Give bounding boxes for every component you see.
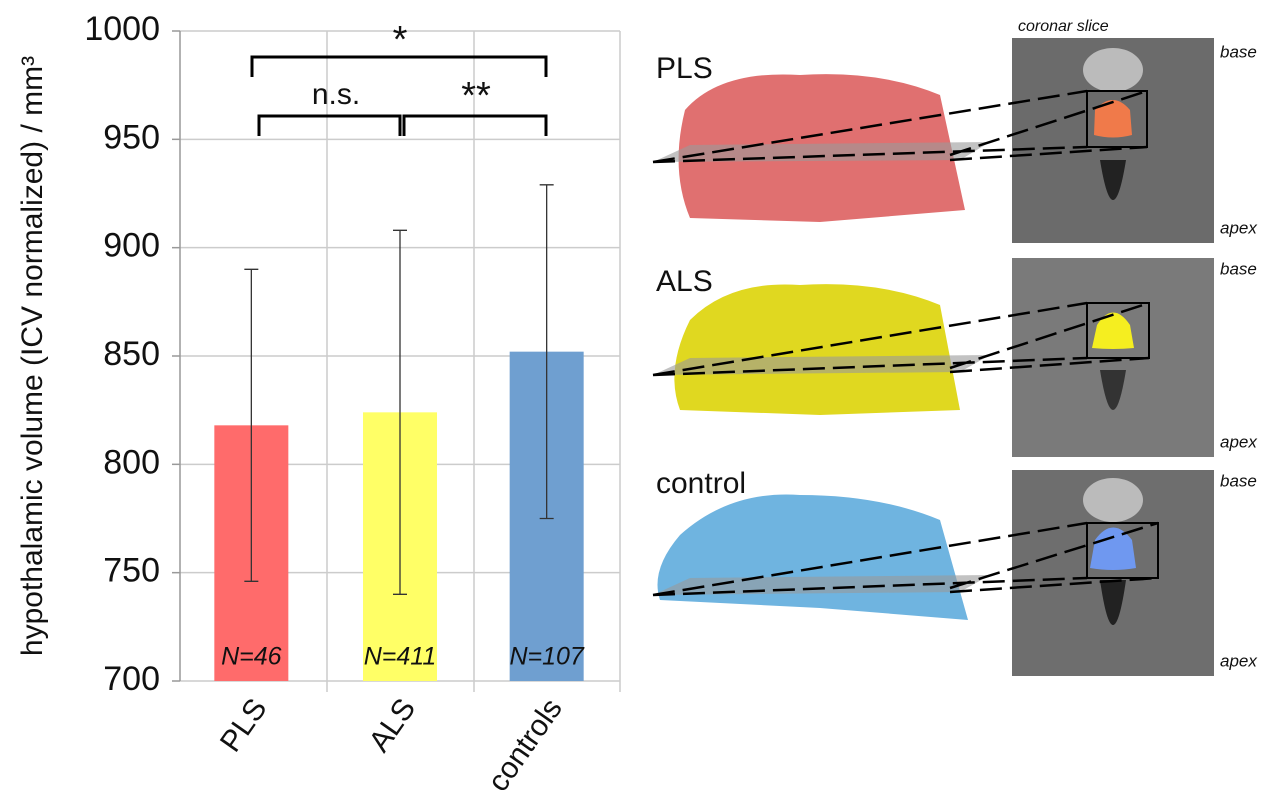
panel-label: PLS (656, 52, 713, 85)
panel-top-label: base (1220, 42, 1257, 61)
error-bar (539, 184, 554, 520)
panel-bottom-label: apex (1220, 651, 1257, 670)
panel-label: control (656, 467, 746, 500)
panel-top-label: base (1220, 259, 1257, 278)
n-label: N=46 (221, 643, 282, 671)
y-tick-label: 900 (103, 227, 160, 265)
panel-images (652, 38, 1214, 676)
error-bar (393, 229, 407, 595)
y-tick-label: 850 (103, 335, 160, 373)
n-label: N=107 (509, 643, 584, 671)
n-label: N=411 (364, 643, 437, 671)
panel-top-label: base (1220, 471, 1257, 490)
x-tick-label: controls (482, 693, 569, 790)
y-tick-label: 1000 (84, 10, 160, 48)
y-axis-label: hypothalamic volume (ICV normalized) / m… (16, 56, 49, 656)
category-separators (326, 31, 621, 692)
slice-title: coronar slice (1018, 18, 1109, 35)
panel-label: ALS (656, 265, 713, 298)
significance-label: n.s. (312, 78, 360, 111)
panel-bottom-label: apex (1220, 218, 1257, 237)
significance-brackets (250, 55, 548, 136)
error-bar (244, 268, 259, 582)
x-tick-label: PLS (214, 693, 274, 758)
significance-label: * (393, 19, 408, 61)
panel-bottom-label: apex (1220, 432, 1257, 451)
x-tick-label: ALS (363, 693, 423, 758)
significance-label: ** (461, 75, 491, 117)
y-tick-label: 800 (103, 443, 160, 481)
y-tick-label: 950 (103, 118, 160, 156)
y-tick-label: 750 (103, 552, 160, 590)
y-tick-label: 700 (103, 660, 160, 698)
